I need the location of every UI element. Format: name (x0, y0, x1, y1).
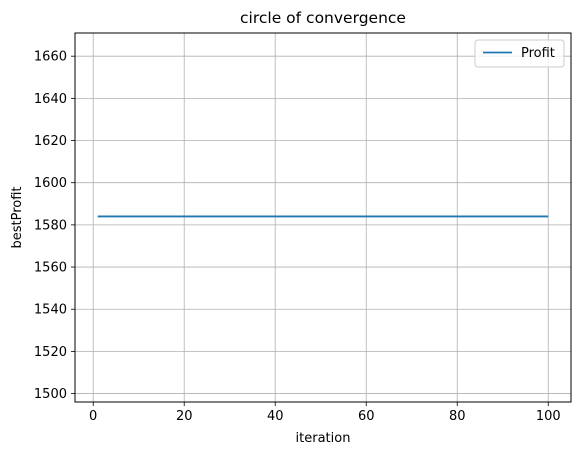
legend-box (474, 39, 565, 68)
y-axis-label: bestProfit (10, 186, 25, 248)
y-tick-label: 1560 (34, 261, 67, 276)
x-tick-label: 20 (176, 409, 193, 424)
y-tick-label: 1540 (34, 303, 67, 318)
y-tick-label: 1620 (34, 134, 67, 149)
y-tick-label: 1520 (34, 345, 67, 360)
x-tick-label: 100 (536, 409, 561, 424)
x-tick-label: 60 (358, 409, 375, 424)
x-axis-label: iteration (296, 431, 351, 446)
y-tick-label: 1500 (34, 387, 67, 402)
y-tick-label: 1600 (34, 176, 67, 191)
legend-label-profit: Profit (521, 46, 555, 61)
y-tick-label: 1640 (34, 92, 67, 107)
legend: Profit (474, 39, 565, 68)
y-tick-label: 1660 (34, 50, 67, 65)
plot-frame (74, 32, 572, 403)
chart-title: circle of convergence (240, 9, 406, 27)
x-tick-label: 80 (449, 409, 466, 424)
ticks: 0 20 40 60 80 100 1500 1520 1540 1560 1580 1600 1620… (34, 50, 561, 424)
grid (75, 33, 571, 402)
x-tick-label: 40 (267, 409, 284, 424)
y-tick-label: 1580 (34, 218, 67, 233)
x-tick-label: 0 (89, 409, 97, 424)
